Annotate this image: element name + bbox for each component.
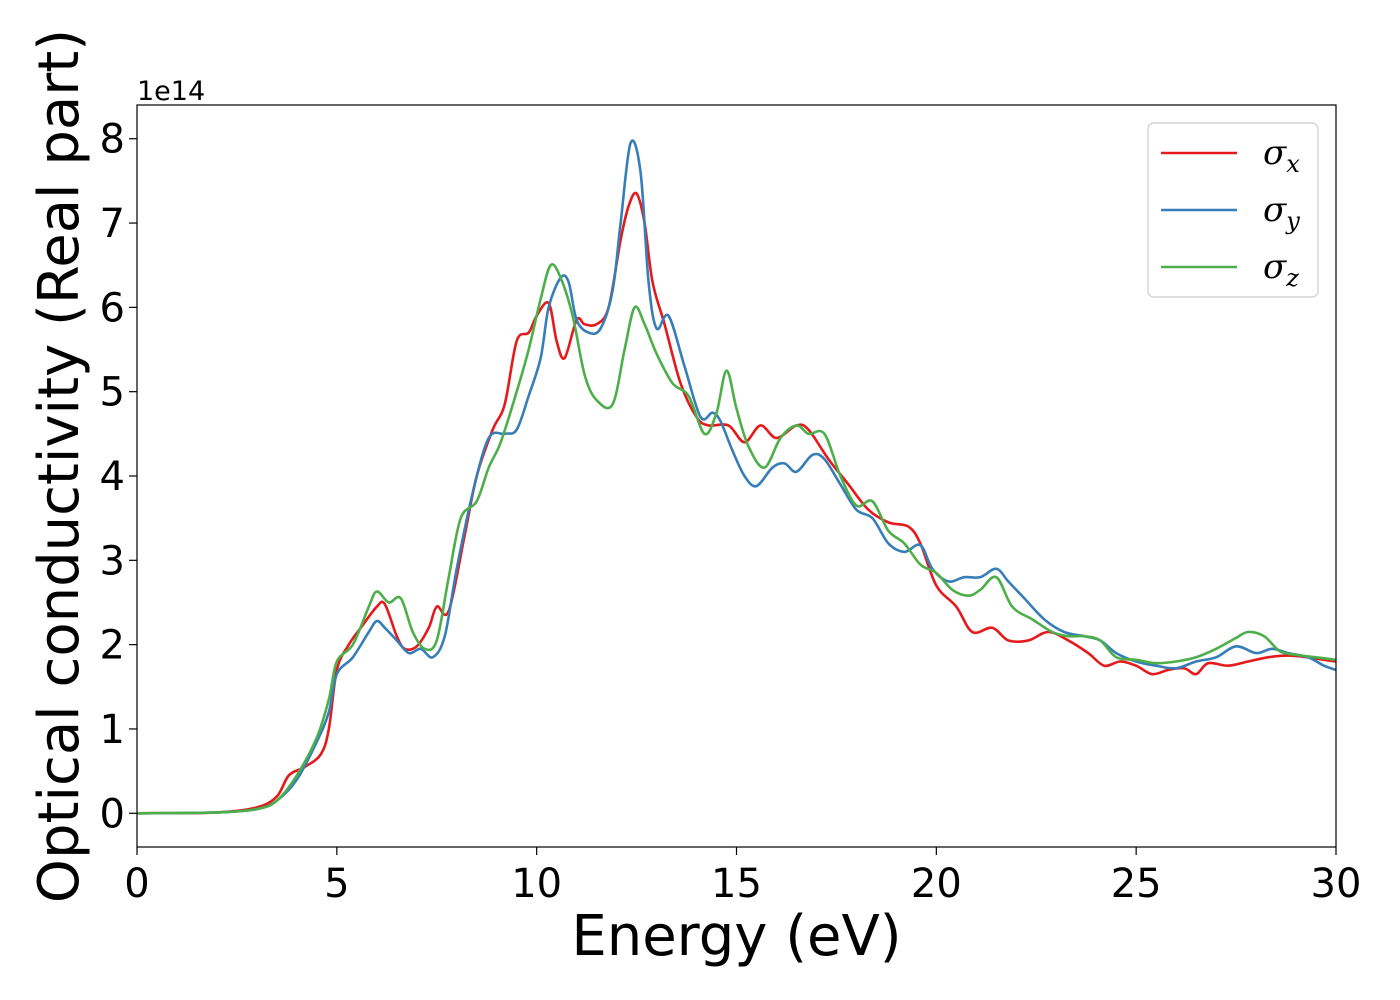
y-axis-title: Optical conductivity (Real part) xyxy=(27,29,92,903)
x-tick-label: 20 xyxy=(911,861,962,907)
legend-symbol: σ xyxy=(1263,133,1287,173)
y-tick-label: 5 xyxy=(100,370,125,416)
series-line-x xyxy=(137,191,1336,815)
x-tick-label: 0 xyxy=(124,861,149,907)
x-tick-label: 10 xyxy=(511,861,562,907)
legend-subscript: y xyxy=(1285,207,1300,235)
plot-area xyxy=(137,139,1336,815)
y-axis-ticks: 0 1 2 3 4 5 6 7 8 xyxy=(100,117,137,837)
x-tick-label: 25 xyxy=(1111,861,1162,907)
x-tick-label: 15 xyxy=(711,861,762,907)
y-offset-label: 1e14 xyxy=(137,76,205,107)
x-tick-label: 5 xyxy=(324,861,349,907)
y-tick-label: 3 xyxy=(100,538,125,584)
y-tick-label: 7 xyxy=(100,201,125,247)
legend-label: σz xyxy=(1263,247,1299,292)
legend-label: σx xyxy=(1263,133,1300,178)
y-tick-label: 1 xyxy=(100,707,125,753)
y-tick-label: 6 xyxy=(100,285,125,331)
x-axis-ticks: 0 5 10 15 20 25 30 xyxy=(124,847,1361,907)
x-tick-label: 30 xyxy=(1311,861,1362,907)
legend-symbol: σ xyxy=(1263,247,1287,287)
x-axis-title: Energy (eV) xyxy=(571,904,901,969)
y-tick-label: 0 xyxy=(100,791,125,837)
legend-subscript: x xyxy=(1286,150,1300,178)
y-tick-label: 2 xyxy=(100,623,125,669)
legend-symbol: σ xyxy=(1263,190,1287,230)
series-line-z xyxy=(137,263,1336,815)
legend-label: σy xyxy=(1263,190,1300,235)
legend-subscript: z xyxy=(1285,264,1299,292)
y-tick-label: 4 xyxy=(100,454,125,500)
y-tick-label: 8 xyxy=(100,117,125,163)
